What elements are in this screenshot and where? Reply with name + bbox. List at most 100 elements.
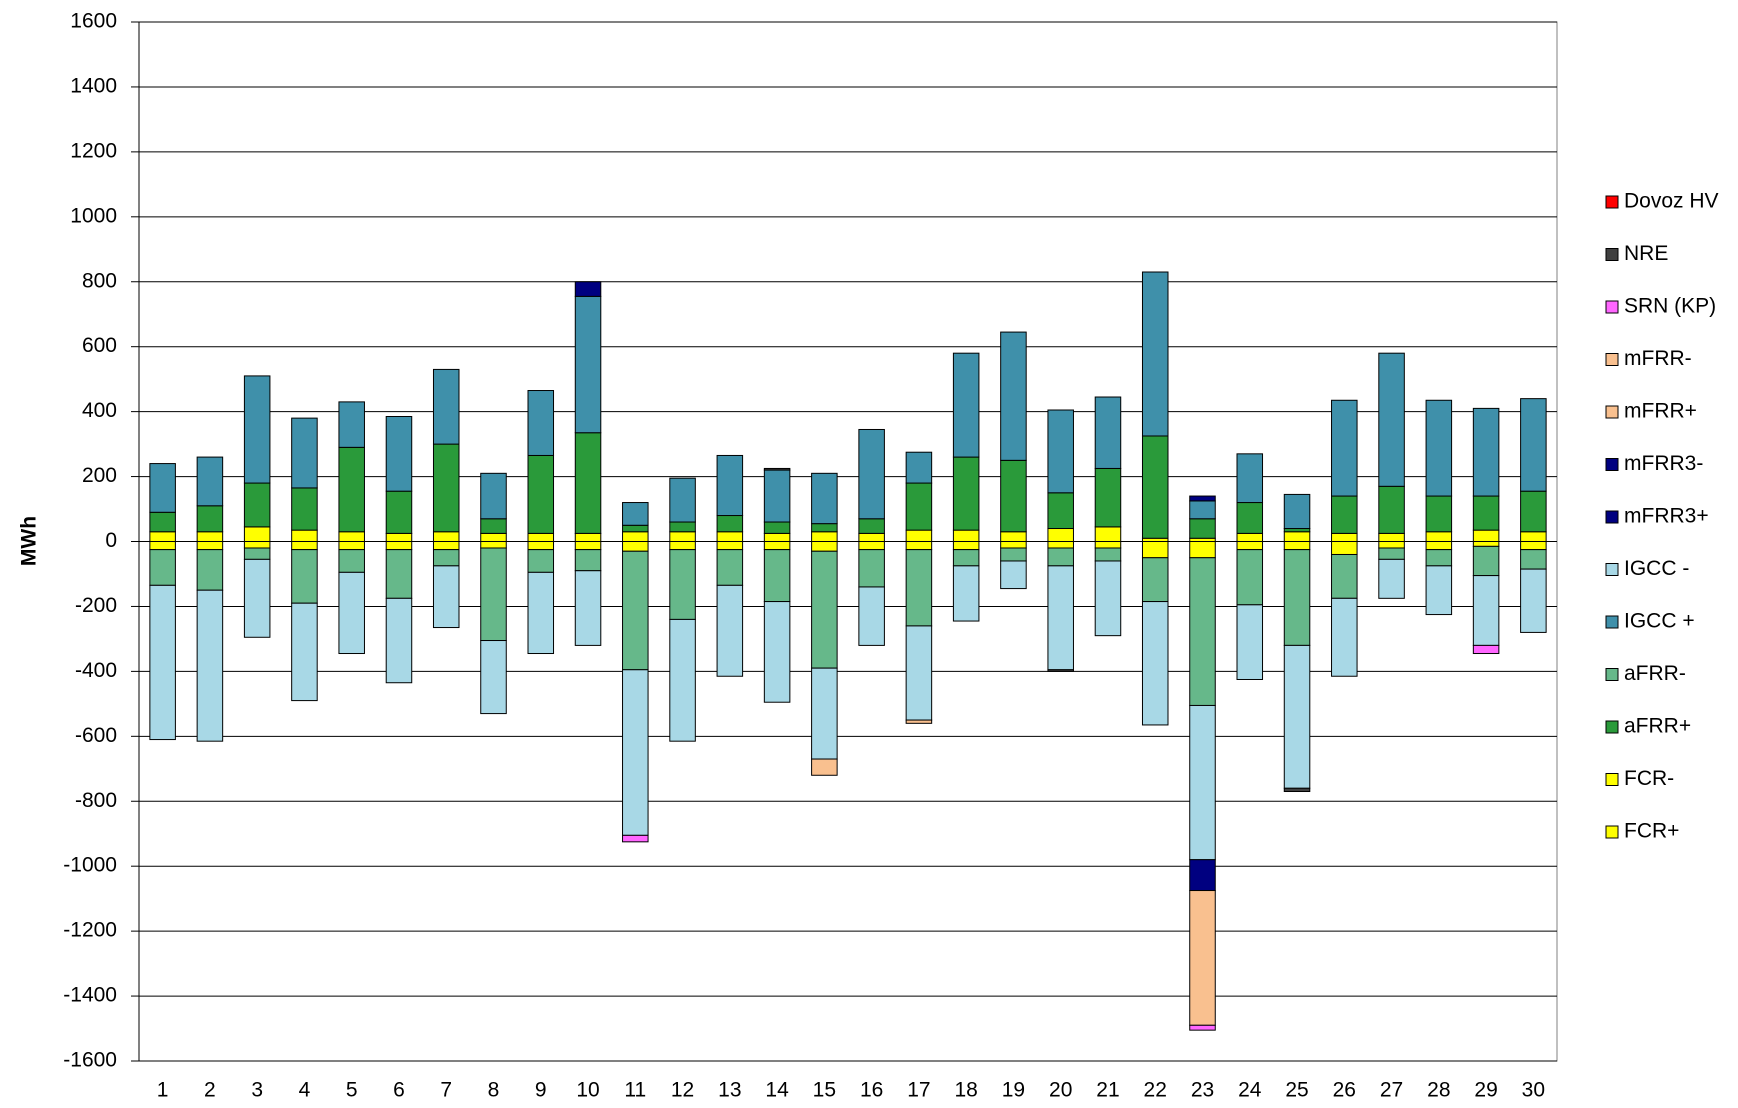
bar-segment <box>716 515 744 533</box>
bar-segment <box>952 456 980 531</box>
bar-segment <box>1236 541 1264 551</box>
legend-swatch <box>1605 720 1619 734</box>
bar-segment <box>952 529 980 542</box>
bar-segment <box>243 541 271 549</box>
bar-segment <box>574 570 602 646</box>
legend-label: IGCC + <box>1624 610 1695 633</box>
bar-segment <box>196 541 224 551</box>
bar-segment <box>1047 492 1074 530</box>
bar-segment <box>1283 549 1311 646</box>
bar-segment <box>1094 547 1122 562</box>
bar-segment <box>1331 495 1358 534</box>
bar-segment <box>1141 541 1169 559</box>
bar-segment <box>243 526 271 542</box>
legend-label: NRE <box>1624 242 1668 265</box>
x-tick-label: 18 <box>954 1079 977 1102</box>
bar-segment <box>716 531 744 543</box>
bar-segment <box>243 375 271 484</box>
bar-segment <box>338 571 365 655</box>
bar-segment <box>291 529 318 542</box>
bar-segment <box>1047 541 1074 549</box>
bar-segment <box>196 456 224 507</box>
x-tick-label: 22 <box>1144 1079 1167 1102</box>
bar-segment <box>1236 453 1264 504</box>
x-tick-label: 9 <box>535 1079 547 1102</box>
bar-segment <box>1141 601 1169 726</box>
legend-swatch <box>1605 353 1619 366</box>
y-tick-label: 200 <box>82 464 117 487</box>
legend-swatch <box>1605 248 1619 261</box>
bar-segment <box>196 589 224 742</box>
bar-segment <box>1189 495 1216 502</box>
bar-segment <box>149 511 176 533</box>
bar-segment <box>1000 331 1027 461</box>
x-tick-label: 17 <box>907 1079 930 1102</box>
bar-segment <box>622 550 649 671</box>
bar-segment <box>1189 1024 1216 1031</box>
bar-segment <box>716 549 744 586</box>
bar-segment <box>858 549 885 588</box>
legend-swatch <box>1605 405 1619 419</box>
bar-segment <box>1141 557 1169 603</box>
bar-segment <box>338 531 365 543</box>
y-tick-label: 1200 <box>70 139 117 162</box>
bar-segment <box>243 482 271 528</box>
bar-segment <box>1189 859 1216 892</box>
x-tick-label: 25 <box>1285 1079 1308 1102</box>
bar-segment <box>527 532 555 542</box>
y-axis-label: MWh <box>18 516 41 566</box>
legend-label: mFRR3+ <box>1624 505 1709 528</box>
legend-label: Dovoz HV <box>1624 190 1719 213</box>
bar-segment <box>905 719 933 724</box>
legend-label: aFRR+ <box>1624 715 1691 738</box>
bar-segment <box>1520 568 1547 633</box>
bar-segment <box>1189 704 1216 861</box>
bar-segment <box>1331 532 1358 542</box>
bar-segment <box>149 463 176 513</box>
x-tick-label: 16 <box>860 1079 883 1102</box>
bar-segment <box>811 667 838 760</box>
legend-label: mFRR- <box>1624 347 1692 370</box>
bar-segment <box>1331 399 1358 497</box>
bar-segment <box>1236 502 1264 534</box>
bar-segment <box>1094 560 1122 637</box>
bar-segment <box>1283 787 1311 793</box>
bar-segment <box>338 401 365 448</box>
y-tick-label: -1600 <box>63 1049 117 1072</box>
bar-segment <box>1000 560 1027 590</box>
x-tick-label: 5 <box>346 1079 358 1102</box>
x-tick-label: 11 <box>624 1079 646 1102</box>
bar-segment <box>1331 553 1358 599</box>
bar-segment <box>432 531 460 543</box>
bar-segment <box>1189 518 1216 539</box>
bar-segment <box>385 541 413 551</box>
bar-segment <box>716 584 744 677</box>
bar-segment <box>574 281 602 297</box>
x-tick-label: 24 <box>1238 1079 1262 1102</box>
bar-segment <box>291 487 318 531</box>
legend-label: FCR- <box>1624 767 1674 790</box>
bar-segment <box>1189 541 1216 559</box>
bar-segment <box>432 565 460 629</box>
y-tick-label: -1200 <box>63 919 117 942</box>
bar-segment <box>432 443 460 533</box>
bar-segment <box>1520 398 1547 492</box>
bar-segment <box>291 602 318 702</box>
bar-segment <box>1520 531 1547 543</box>
legend-swatch <box>1605 195 1619 209</box>
legend-label: SRN (KP) <box>1624 295 1716 318</box>
bar-segment <box>1094 467 1122 528</box>
bar-segment <box>480 547 507 642</box>
bar-segment <box>1189 557 1216 706</box>
bar-segment <box>1472 541 1500 547</box>
bar-segment <box>574 532 602 542</box>
bar-segment <box>905 482 933 531</box>
bar-segment <box>1000 531 1027 543</box>
bar-segment <box>1047 547 1074 567</box>
legend-label: aFRR- <box>1624 662 1686 685</box>
bar-segment <box>480 640 507 715</box>
bar-segment <box>1472 575 1500 646</box>
y-tick-label: 600 <box>82 334 117 357</box>
bar-segment <box>1472 529 1500 542</box>
bar-segment <box>1425 531 1453 543</box>
